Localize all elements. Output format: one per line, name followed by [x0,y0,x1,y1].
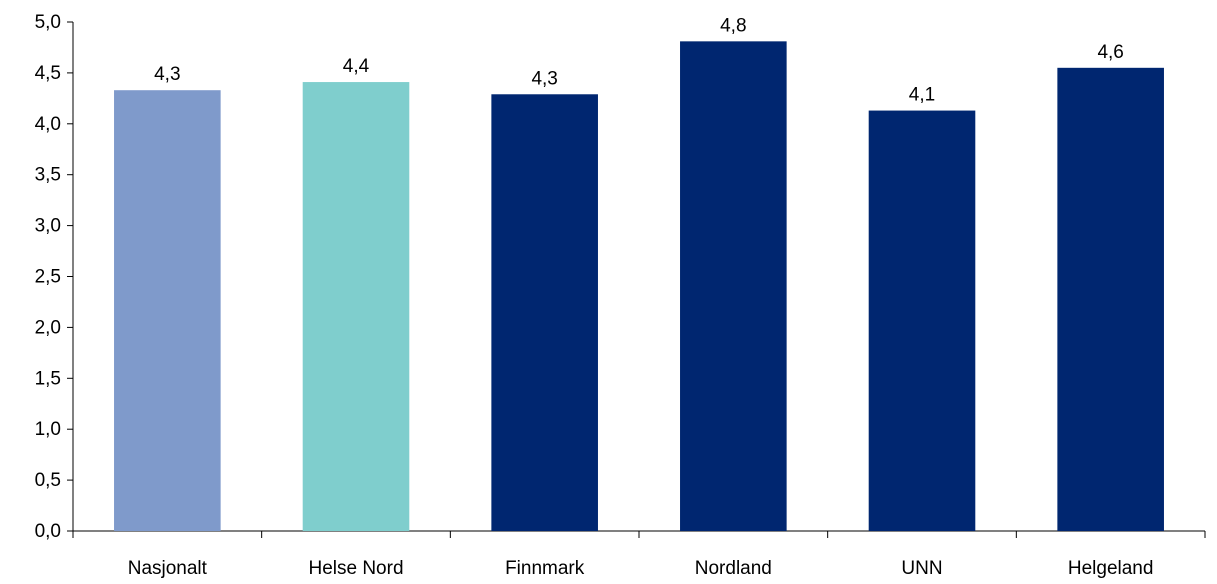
category-label: Finnmark [505,558,585,579]
y-tick-label: 2,5 [35,267,61,288]
category-label: Nasjonalt [128,558,208,579]
data-label: 4,4 [343,56,370,77]
data-label: 4,1 [909,85,935,106]
category-labels: Nasjonalt Helse Nord Finnmark Nordland UNN He… [128,558,1154,579]
y-tick-label: 4,5 [35,63,61,84]
category-label: UNN [901,558,942,579]
bar [114,90,221,532]
bar [302,82,410,531]
data-label: 4,6 [1097,42,1123,63]
y-tick-label: 3,5 [35,165,61,186]
y-tick-label: 1,5 [35,368,61,389]
bar [868,110,976,531]
y-tick-label: 1,0 [35,419,61,440]
y-tick-label: 3,0 [35,216,61,237]
y-tick-label: 5,0 [35,12,61,33]
y-tick-label: 4,0 [35,114,61,135]
bar [1057,67,1164,531]
category-label: Nordland [695,558,772,579]
bars [114,41,1164,532]
data-labels: 4,3 4,4 4,3 4,8 4,1 4,6 [154,15,1124,105]
category-label: Helgeland [1068,558,1154,579]
category-label: Helse Nord [308,558,403,579]
data-label: 4,8 [720,15,746,36]
y-tick-label: 2,0 [35,317,61,338]
y-tick-label: 0,0 [35,521,61,542]
x-axis [67,530,1206,538]
y-tick-label: 0,5 [35,470,61,491]
bar [491,94,598,531]
data-label: 4,3 [531,68,557,89]
bar [680,41,787,531]
y-axis: 0,0 0,5 1,0 1,5 2,0 2,5 3,0 3,5 4,0 4,5 5,0 [35,12,74,542]
data-label: 4,3 [154,64,180,85]
